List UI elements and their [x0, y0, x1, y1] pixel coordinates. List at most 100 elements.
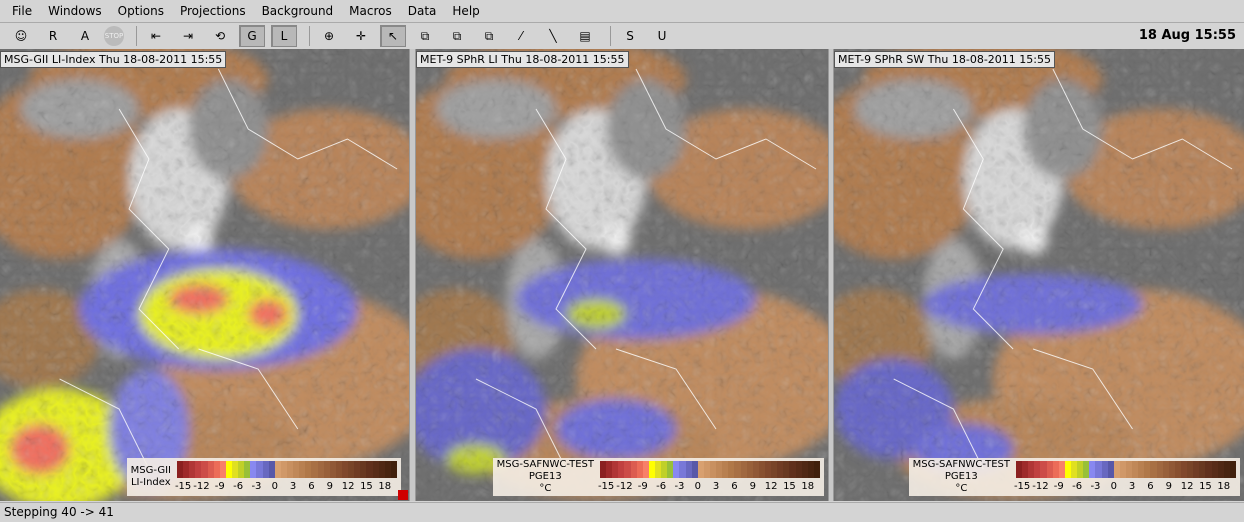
menu-help[interactable]: Help: [452, 4, 480, 18]
panel-splitter[interactable]: [828, 49, 834, 501]
map-panel-sphr-li[interactable]: MET-9 SPhR LI Thu 18-08-2011 15:55 MSG-S…: [416, 49, 828, 501]
colorbar-step: [1125, 461, 1133, 478]
u-button[interactable]: U: [657, 29, 667, 43]
colorbar-step: [280, 461, 287, 478]
colorbar-step: [207, 461, 214, 478]
overlap-window-button[interactable]: ⧉: [484, 28, 494, 43]
colorbar-step: [195, 461, 202, 478]
l-button[interactable]: L: [271, 25, 297, 47]
colorbar-tick: 9: [1165, 481, 1172, 492]
colorbar-step: [1101, 461, 1108, 478]
colorbar-tick: 0: [1110, 481, 1117, 492]
s-button[interactable]: S: [626, 29, 634, 43]
colorbar-step: [1052, 461, 1059, 478]
colorbar-tick: -12: [193, 481, 210, 492]
colorbar-step: [703, 461, 710, 478]
map-panel-sphr-sw[interactable]: MET-9 SPhR SW Thu 18-08-2011 15:55 MSG-S…: [834, 49, 1244, 501]
colorbar-step: [734, 461, 741, 478]
toolbar-separator: [136, 26, 137, 46]
colorbar-step: [709, 461, 717, 478]
colorbar-step: [384, 461, 391, 478]
colorbar-tick: 0: [271, 481, 278, 492]
step-back-button[interactable]: ⇤: [150, 29, 162, 43]
pan-button[interactable]: ✛: [355, 29, 367, 43]
user-icon[interactable]: ☺: [14, 29, 28, 43]
distance-button[interactable]: ⁄: [519, 29, 522, 43]
g-button[interactable]: G: [239, 25, 265, 47]
colorbar-step: [1034, 461, 1041, 478]
colorbar-step: [1095, 461, 1102, 478]
colorbar-step: [618, 461, 625, 478]
colorbar-tick: 12: [764, 481, 778, 492]
menu-projections[interactable]: Projections: [179, 4, 246, 18]
menu-windows[interactable]: Windows: [48, 4, 102, 18]
table-button[interactable]: ▤: [579, 29, 591, 43]
colorbar-step: [740, 461, 747, 478]
colorbar-tick: -6: [656, 481, 667, 492]
clock: 18 Aug 15:55: [1138, 28, 1236, 43]
colorbar-tick: 15: [783, 481, 796, 492]
colorbar-tick: -12: [1032, 481, 1049, 492]
colorbar-tick: 9: [749, 481, 756, 492]
r-button[interactable]: R: [48, 29, 58, 43]
toolbar-separator: [610, 26, 611, 46]
colorbar-step: [219, 461, 226, 478]
zoom-button[interactable]: ⊕: [323, 29, 335, 43]
legend-label: LI-Index: [130, 477, 171, 488]
menu-macros[interactable]: Macros: [349, 4, 392, 18]
map-panel-li-index[interactable]: MSG-GII LI-Index Thu 18-08-2011 15:55 MS…: [0, 49, 409, 501]
colorbar-step: [268, 461, 275, 478]
menu-data[interactable]: Data: [407, 4, 437, 18]
a-button[interactable]: A: [80, 29, 90, 43]
colorbar-step: [286, 461, 294, 478]
colorbar-tick: 18: [1217, 481, 1231, 492]
colorbar-step: [201, 461, 208, 478]
panel-splitter[interactable]: [409, 49, 416, 501]
colorbar-step: [807, 461, 814, 478]
loop-button[interactable]: ⟲: [214, 29, 226, 43]
colorbar-tick: -15: [1013, 481, 1031, 492]
colorbar-tick: 3: [712, 481, 720, 492]
colorbar-step: [274, 461, 281, 478]
colorbar-step: [1016, 461, 1023, 478]
move-window-button[interactable]: ⧉: [452, 28, 462, 43]
stop-button[interactable]: STOP: [104, 26, 124, 46]
coastlines: [59, 68, 398, 470]
color-legend: MSG-SAFNWC-TEST PGE13 °C -15 -12 -9 -6 -3 0 3 6 9 1…: [908, 458, 1240, 496]
colorbar-step: [758, 461, 765, 478]
colorbar-tick: -15: [174, 481, 192, 492]
colorbar-step: [1187, 461, 1194, 478]
colorbar-step: [661, 461, 668, 478]
colorbar-tick: 12: [1180, 481, 1194, 492]
colorbar-step: [189, 461, 196, 478]
colorbar-tick: -9: [637, 481, 648, 492]
panel-title: MET-9 SPhR LI Thu 18-08-2011 15:55: [416, 51, 629, 68]
menu-background[interactable]: Background: [261, 4, 334, 18]
colorbar-step: [293, 461, 300, 478]
colorbar-step: [636, 461, 643, 478]
colorbar-tick: 18: [378, 481, 392, 492]
menu-bar: File Windows Options Projections Background M…: [0, 0, 1244, 23]
colorbar-step: [1205, 461, 1212, 478]
pointer-button[interactable]: ↖: [380, 25, 406, 47]
colorbar-step: [612, 461, 619, 478]
color-legend: MSG-SAFNWC-TEST PGE13 °C -15 -12 -9 -6 -3 0 3 6 9 1…: [492, 458, 824, 496]
colorbar-step: [177, 461, 184, 478]
menu-file[interactable]: File: [12, 4, 33, 18]
colorbar-tick: -3: [251, 481, 262, 492]
toolbar-separator: [309, 26, 310, 46]
colorbar-step: [305, 461, 312, 478]
colorbar-tick: 15: [360, 481, 373, 492]
menu-options[interactable]: Options: [117, 4, 164, 18]
step-forward-button[interactable]: ⇥: [182, 29, 194, 43]
copy-window-button[interactable]: ⧉: [420, 28, 430, 43]
colorbar: -15 -12 -9 -6 -3 0 3 6 9 12 15 18: [1013, 460, 1236, 494]
coastlines: [475, 68, 817, 470]
colorbar-tick: -12: [616, 481, 633, 492]
colorbar-step: [746, 461, 753, 478]
colorbar-step: [728, 461, 735, 478]
colorbar-step: [1199, 461, 1206, 478]
colorbar-step: [250, 461, 257, 478]
colorbar-step: [1113, 461, 1120, 478]
vsc-button[interactable]: ╲: [549, 29, 557, 43]
